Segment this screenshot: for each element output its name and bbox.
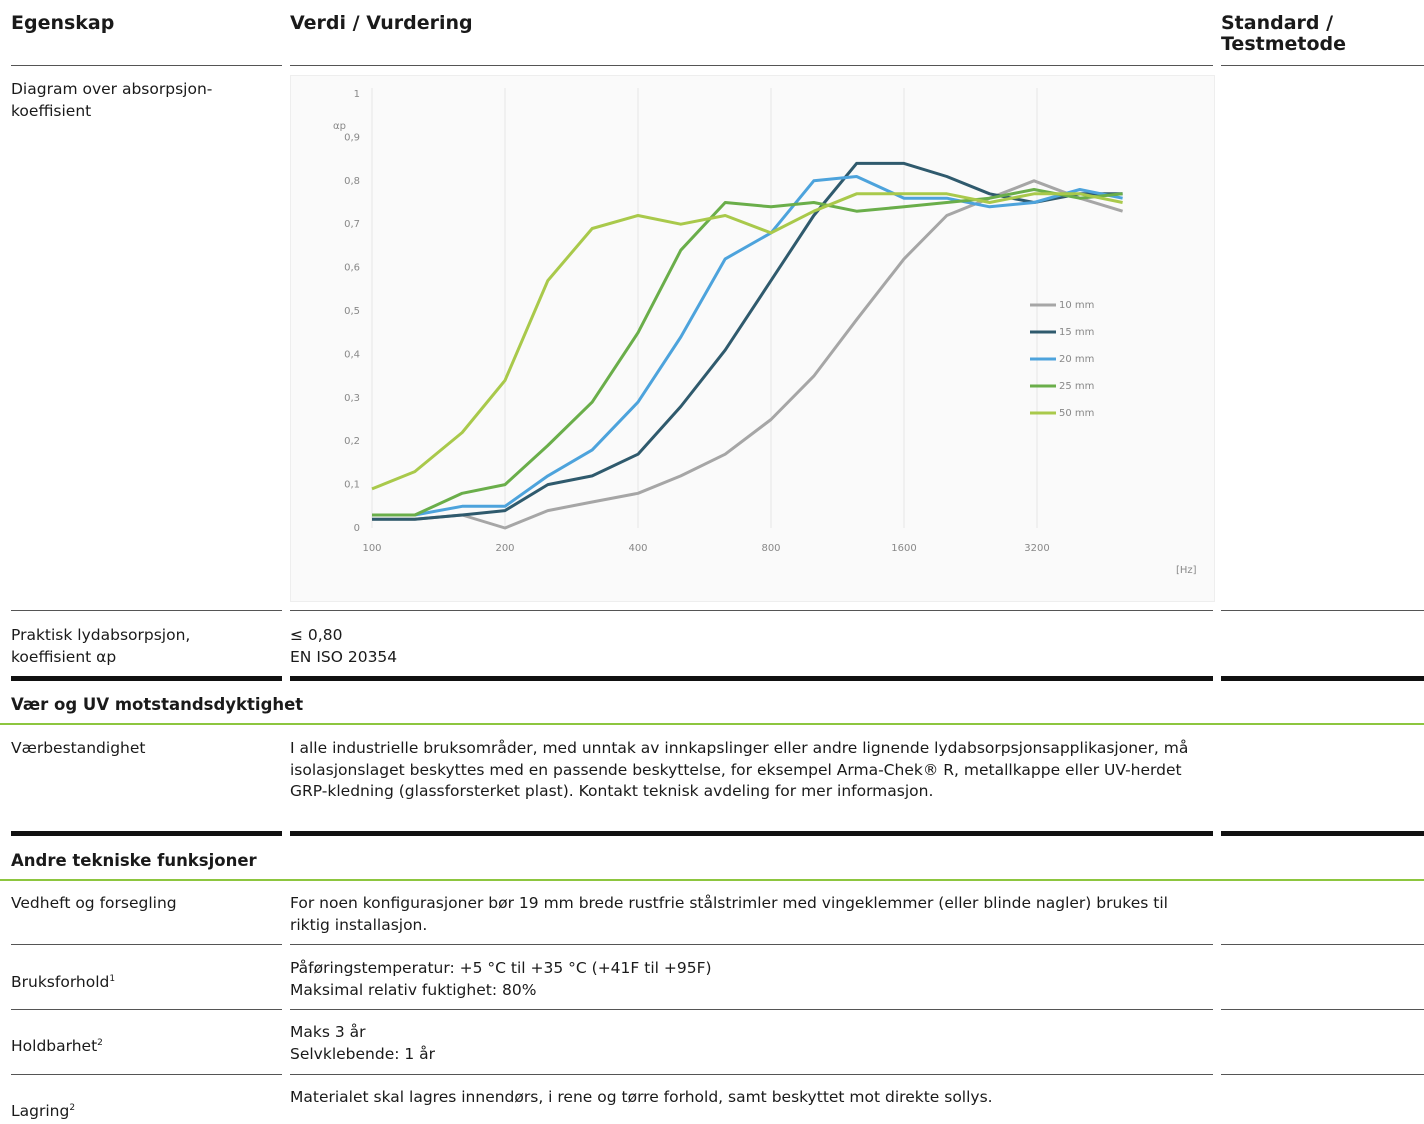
thick-rule [11, 831, 282, 836]
y-tick-label: 1 [354, 89, 360, 100]
row-label: Vedheft og forsegling [11, 893, 261, 915]
legend-label: 15 mm [1059, 327, 1094, 338]
rule [1221, 1009, 1424, 1010]
header-col3: Standard / Testmetode [1221, 12, 1347, 55]
value-text: EN ISO 20354 [290, 647, 398, 666]
y-tick-label: 0,7 [344, 219, 360, 230]
row-label: Praktisk lydabsorpsjon, koeffisient αp [11, 625, 261, 668]
y-tick-label: 0,9 [344, 132, 360, 143]
footnote-mark: 2 [69, 1103, 76, 1113]
x-axis-label: [Hz] [1176, 565, 1197, 576]
label-text: Holdbarhet [11, 1037, 98, 1056]
chart: 0 0,1 0,2 0,3 0,4 0,5 0,6 0,7 0,8 0,9 1 100 200 400 80… [333, 88, 1197, 576]
thick-rule [290, 676, 1213, 681]
series-line [372, 161, 1123, 521]
label-text: Vedheft og forsegling [11, 894, 177, 912]
thick-rule [11, 676, 282, 681]
section-rule [0, 723, 1424, 725]
row-label: Bruksforhold1 [11, 969, 261, 994]
label-text: Lagring [11, 1102, 70, 1121]
section-title: Vær og UV motstandsdyktighet [11, 695, 304, 714]
value-text: Maks 3 år [290, 1023, 366, 1041]
value-text: For noen konfigurasjoner bør 19 mm brede… [290, 894, 1168, 934]
thick-rule [290, 831, 1213, 836]
y-tick-label: 0,6 [344, 263, 360, 274]
legend-label: 20 mm [1059, 354, 1094, 365]
rule [11, 610, 282, 611]
rule [290, 944, 1213, 945]
y-tick-label: 0 [354, 523, 360, 534]
thick-rule [1221, 676, 1424, 681]
rule [290, 1074, 1213, 1075]
y-tick-label: 0,5 [344, 306, 360, 317]
rule [11, 1074, 282, 1075]
value-text: Maksimal relativ fuktighet: 80% [290, 980, 537, 999]
header-col2: Verdi / Vurdering [290, 12, 473, 34]
series-line [371, 192, 1123, 491]
legend-label: 50 mm [1059, 408, 1094, 419]
x-tick-label: 800 [761, 543, 780, 554]
footnote-mark: 1 [109, 974, 116, 984]
series-line [372, 175, 1123, 517]
x-tick-label: 200 [495, 543, 514, 554]
rule [290, 610, 1213, 611]
rule [1221, 610, 1424, 611]
row-label: Holdbarhet2 [11, 1033, 261, 1058]
value-text: I alle industrielle bruksområder, med un… [290, 739, 1189, 800]
x-tick-label: 400 [628, 543, 647, 554]
label-text: Værbestandighet [11, 739, 146, 757]
label-text: Bruksforhold [11, 973, 110, 992]
section-title: Andre tekniske funksjoner [11, 851, 257, 870]
thick-rule [1221, 831, 1424, 836]
rule [11, 65, 282, 66]
y-axis-label: αp [333, 121, 346, 132]
x-tick-label: 100 [362, 543, 381, 554]
footnote-mark: 2 [97, 1038, 103, 1048]
rule [1221, 1074, 1424, 1075]
legend-label: 25 mm [1059, 381, 1094, 392]
series-line [372, 179, 1124, 530]
rule [1221, 944, 1424, 945]
section-rule [0, 879, 1424, 881]
header-col1: Egenskap [11, 12, 115, 34]
rule [11, 1009, 282, 1010]
y-tick-label: 0,4 [344, 349, 360, 360]
rule [290, 65, 1213, 66]
y-tick-label: 0,2 [344, 436, 360, 447]
x-tick-label: 1600 [891, 543, 916, 554]
y-tick-label: 0,8 [344, 176, 360, 187]
legend-label: 10 mm [1059, 300, 1094, 311]
row-label: Diagram over absorpsjon-koeffisient [11, 80, 213, 120]
y-tick-label: 0,3 [344, 393, 360, 404]
rule [11, 944, 282, 945]
series-line [372, 188, 1123, 517]
value-text: Påføringstemperatur: +5 °C til +35 °C (+… [290, 959, 712, 977]
rule [1221, 65, 1424, 66]
rule [290, 1009, 1213, 1010]
value-text: Materialet skal lagres innendørs, i rene… [290, 1088, 993, 1106]
y-tick-label: 0,1 [344, 480, 360, 491]
label-text: Praktisk lydabsorpsjon, koeffisient αp [11, 626, 191, 666]
value-text: ≤ 0,80 [290, 626, 343, 644]
row-label: Lagring2 [11, 1098, 261, 1123]
x-tick-label: 3200 [1024, 543, 1049, 554]
value-text: Selvklebende: 1 år [290, 1044, 436, 1063]
row-label: Værbestandighet [11, 738, 261, 760]
chart-frame [290, 75, 1215, 602]
